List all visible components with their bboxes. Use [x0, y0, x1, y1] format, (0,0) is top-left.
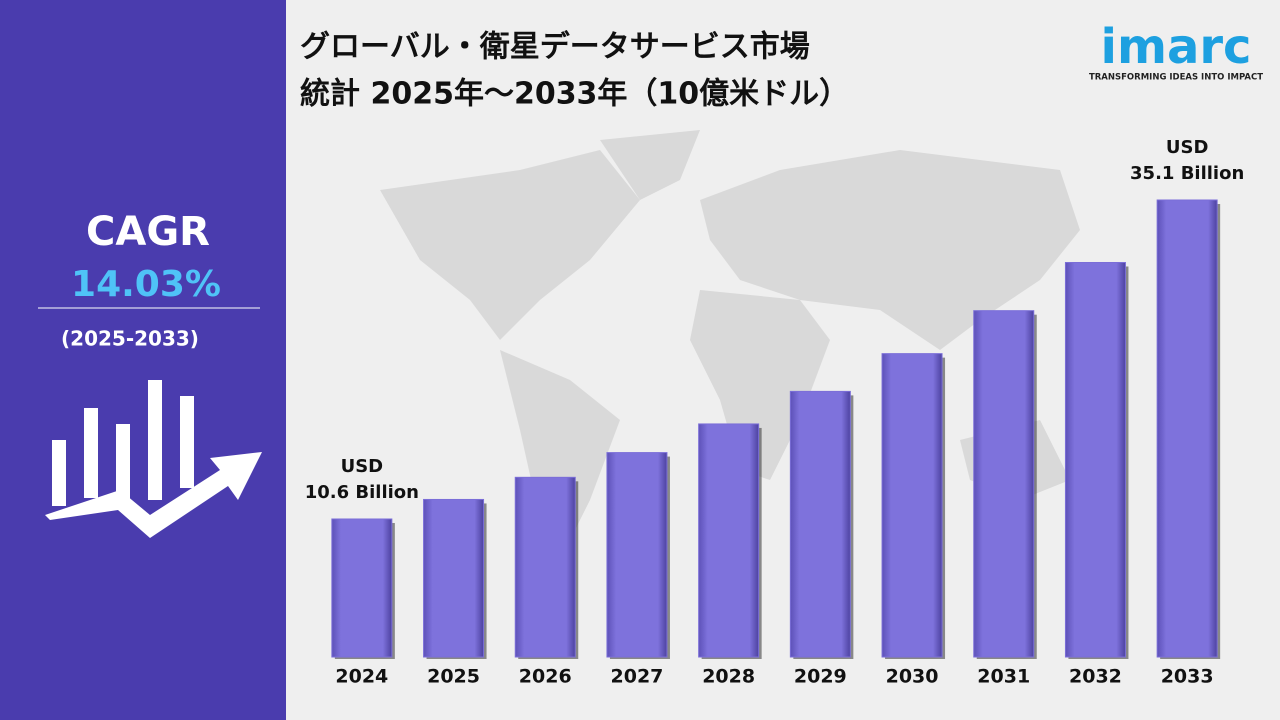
- x-tick-label: 2029: [794, 666, 847, 688]
- value-label: USD 10.6 Billion: [305, 456, 419, 503]
- cagr-value: 14.03%: [71, 264, 221, 305]
- x-tick-label: 2033: [1161, 666, 1214, 688]
- side-panel: [0, 0, 286, 720]
- bar: [973, 310, 1035, 658]
- plot: 2024 USD 10.6 Billion 2025 2026 2027 2028 2029 2…: [305, 137, 1245, 688]
- bar: [881, 353, 943, 658]
- value-label: USD 35.1 Billion: [1130, 137, 1244, 184]
- bar: [1064, 261, 1126, 658]
- cagr-label: CAGR: [86, 209, 210, 255]
- bar: [514, 476, 576, 658]
- bar: [423, 498, 485, 658]
- x-tick-label: 2030: [886, 666, 939, 688]
- logo-name: imarc: [1101, 19, 1252, 75]
- cagr-period: (2025-2033): [61, 327, 199, 351]
- bar: [1156, 199, 1218, 658]
- x-tick-label: 2032: [1069, 666, 1122, 688]
- x-tick-label: 2026: [519, 666, 572, 688]
- bar: [698, 423, 760, 658]
- x-tick-label: 2027: [611, 666, 664, 688]
- world-map: [380, 130, 1080, 560]
- chart-subtitle: 統計 2025年～2033年（10億米ドル）: [300, 77, 849, 112]
- x-tick-label: 2028: [702, 666, 755, 688]
- x-tick-label: 2025: [427, 666, 480, 688]
- bar: [789, 390, 851, 658]
- x-tick-label: 2031: [977, 666, 1030, 688]
- logo-tagline: TRANSFORMING IDEAS INTO IMPACT: [1089, 73, 1263, 83]
- x-tick-label: 2024: [335, 666, 388, 688]
- bar: [331, 518, 393, 658]
- growth-icon: [45, 380, 262, 538]
- bar: [606, 452, 668, 658]
- chart-title: グローバル・衛星データサービス市場: [300, 30, 810, 65]
